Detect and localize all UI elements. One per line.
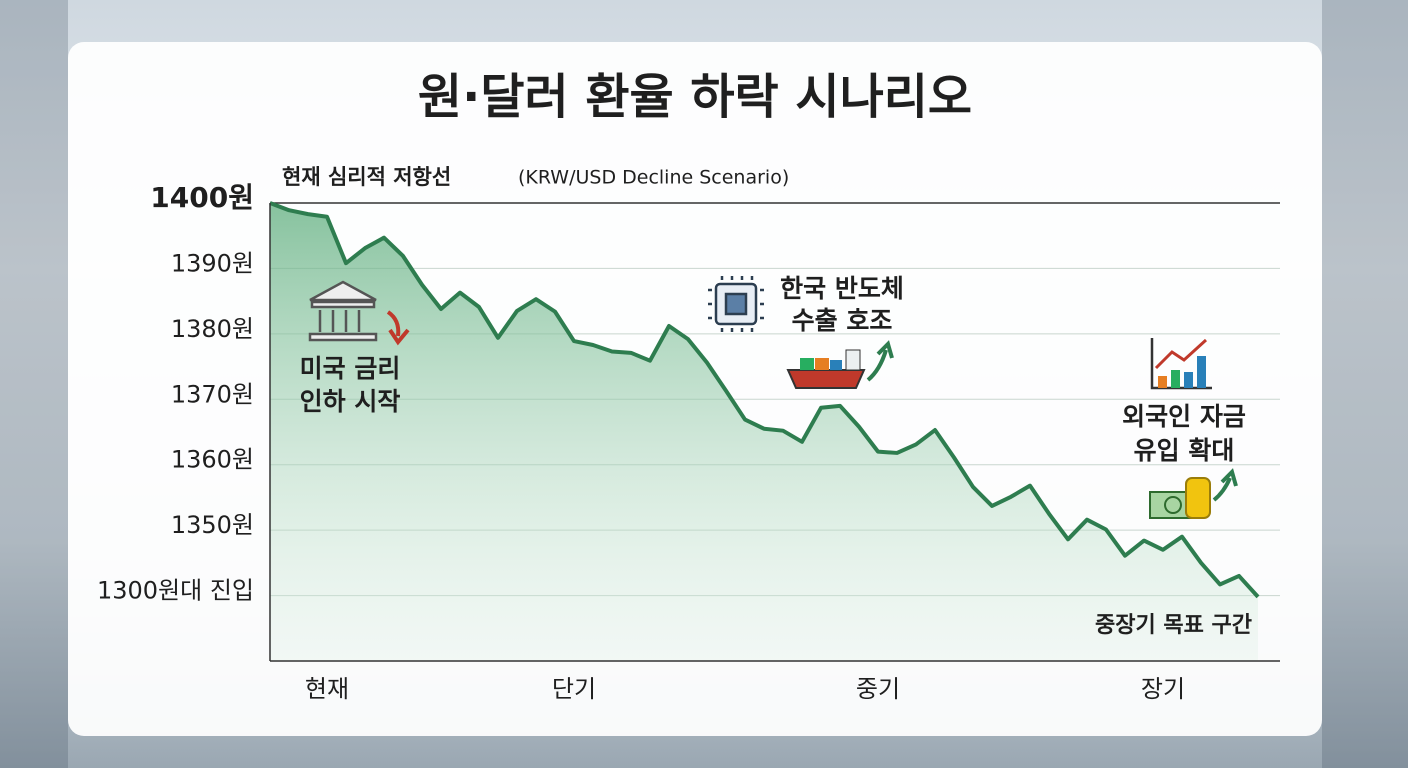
y-tick-label: 1350원 (171, 511, 254, 539)
x-tick-label: 단기 (552, 675, 596, 703)
background-right (1322, 0, 1408, 768)
chart-subtitle: (KRW/USD Decline Scenario) (518, 167, 789, 189)
background-left (0, 0, 68, 768)
y-tick-label: 1400원 (150, 181, 254, 214)
growth-chart-icon (1150, 338, 1212, 390)
bank-icon (308, 280, 410, 346)
icons (308, 276, 1238, 519)
chart-title: 원·달러 환율 하락 시나리오 (418, 69, 972, 125)
annotation: 현재 심리적 저항선 (282, 165, 451, 189)
annotation: 수출 호조 (792, 306, 893, 335)
y-tick-label: 1380원 (171, 315, 254, 343)
area (270, 203, 1258, 661)
x-tick-label: 중기 (856, 675, 900, 703)
annotation: 유입 확대 (1134, 436, 1235, 465)
annotation: 중장기 목표 구간 (1095, 613, 1252, 638)
y-tick-label: 1360원 (171, 446, 254, 474)
y-tick-label: 1370원 (171, 380, 254, 408)
annotation: 외국인 자금 (1122, 402, 1246, 431)
annotation: 미국 금리 (300, 354, 401, 383)
annotation: 한국 반도체 (780, 274, 904, 303)
x-tick-label: 현재 (305, 675, 349, 703)
y-tick-label: 1300원대 진입 (97, 577, 254, 605)
y-tick-label: 1390원 (171, 249, 254, 277)
x-tick-label: 장기 (1141, 675, 1185, 703)
chip-icon (708, 276, 764, 332)
line (269, 201, 1260, 599)
annotation: 인하 시작 (300, 387, 401, 416)
money-icon (1149, 468, 1238, 519)
ship-icon (786, 340, 894, 389)
